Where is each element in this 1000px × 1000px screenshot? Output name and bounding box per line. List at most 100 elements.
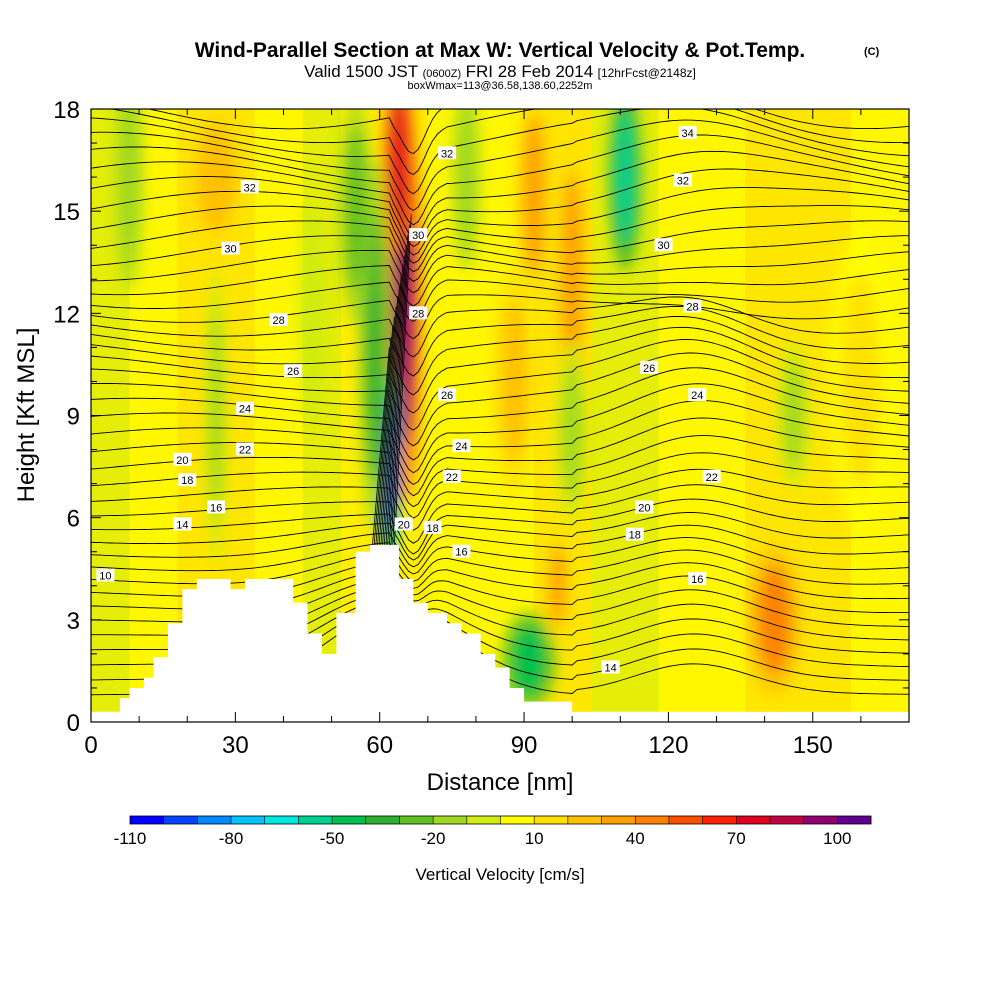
isentrope-line bbox=[91, 524, 909, 568]
isentrope-label-box bbox=[178, 473, 197, 487]
isentrope-line bbox=[382, 286, 400, 545]
isentrope-label: 10 bbox=[99, 571, 111, 583]
isentrope-label-box bbox=[96, 568, 115, 582]
y-axis-label: Height [Kft MSL] bbox=[13, 328, 40, 503]
isentrope-label: 22 bbox=[446, 472, 458, 484]
isentrope-line bbox=[372, 347, 390, 545]
colorbar-swatch bbox=[500, 816, 535, 824]
colorbar-swatch bbox=[534, 816, 569, 824]
isentrope-label: 20 bbox=[398, 519, 410, 531]
isentrope-line bbox=[91, 468, 909, 531]
velocity-cell-core bbox=[388, 109, 410, 229]
y-tick-label: 15 bbox=[53, 199, 80, 226]
isentrope-line bbox=[91, 134, 909, 226]
isentrope-label-box bbox=[409, 228, 428, 242]
colorbar-swatch bbox=[298, 816, 333, 824]
isentrope-line bbox=[383, 275, 402, 545]
isentrope-label: 24 bbox=[239, 404, 251, 416]
isentrope-line bbox=[108, 109, 909, 176]
isentrope-label: 14 bbox=[605, 663, 617, 675]
isentrope-labels: 10 14 16 18 20 22 24 26 28 30 32 32 30 28 26 24 22 20 18 16… bbox=[96, 125, 721, 675]
box-info: boxWmax=113@36.58,138.60,2252m bbox=[408, 80, 593, 92]
isentrope-label-box bbox=[442, 469, 461, 483]
x-tick-label: 120 bbox=[648, 732, 688, 759]
colorbar-label: Vertical Velocity [cm/s] bbox=[415, 865, 584, 884]
velocity-cell-core bbox=[457, 109, 475, 246]
isentrope-line bbox=[91, 205, 909, 264]
isentrope-label: 24 bbox=[455, 441, 467, 453]
isentrope-label-box bbox=[678, 125, 697, 139]
isentrope-label: 22 bbox=[706, 472, 718, 484]
isentrope-label: 18 bbox=[629, 530, 641, 542]
velocity-cell-core bbox=[500, 299, 528, 464]
isentrope-label: 22 bbox=[239, 445, 251, 457]
isentrope-label: 14 bbox=[176, 519, 188, 531]
isentrope-line bbox=[91, 326, 909, 414]
colorbar-tick-label: -80 bbox=[219, 829, 244, 848]
x-tick-label: 0 bbox=[84, 732, 97, 759]
isentrope-label: 34 bbox=[682, 128, 694, 140]
isentrope-label: 28 bbox=[412, 308, 424, 320]
isentrope-label: 28 bbox=[686, 302, 698, 314]
colorbar-tick-label: -50 bbox=[320, 829, 345, 848]
terrain bbox=[91, 544, 909, 722]
isentrope-label-box bbox=[640, 360, 659, 374]
isentrope-label: 24 bbox=[691, 390, 703, 402]
isentrope-label-box bbox=[394, 517, 413, 531]
isentrope-label-box bbox=[702, 469, 721, 483]
isentrope-label: 32 bbox=[244, 182, 256, 194]
isentrope-label-box bbox=[221, 241, 240, 255]
isentrope-line bbox=[390, 234, 409, 545]
isentrope-line bbox=[91, 119, 909, 212]
velocity-cell-core bbox=[121, 109, 138, 259]
x-tick-label: 60 bbox=[366, 732, 393, 759]
terrain-layer bbox=[91, 544, 909, 722]
isentrope-line bbox=[91, 484, 909, 544]
isentrope-label-box bbox=[452, 439, 471, 453]
y-tick-label: 12 bbox=[53, 301, 80, 328]
isentrope-label-box bbox=[269, 313, 288, 327]
isentrope-label: 20 bbox=[176, 455, 188, 467]
isentrope-label-box bbox=[673, 173, 692, 187]
colorbar-swatch bbox=[635, 816, 670, 824]
colorbar-swatch bbox=[601, 816, 636, 824]
isentrope-line bbox=[91, 498, 909, 555]
isentrope-label: 16 bbox=[210, 502, 222, 514]
isentrope-line bbox=[91, 296, 909, 358]
colorbar-swatch bbox=[365, 816, 400, 824]
y-tick-label: 3 bbox=[67, 608, 80, 635]
colorbar-tick-label: 100 bbox=[823, 829, 851, 848]
isentrope-line bbox=[91, 452, 909, 519]
colorbar-swatch bbox=[702, 816, 737, 824]
isentrope-line bbox=[377, 316, 395, 545]
isentrope-line bbox=[392, 224, 410, 545]
x-tick-label: 150 bbox=[793, 732, 833, 759]
isentrope-label: 18 bbox=[181, 475, 193, 487]
chart-subtitle: Valid 1500 JST (0600Z) FRI 28 Feb 2014 [… bbox=[304, 62, 696, 81]
isentrope-label-box bbox=[235, 442, 254, 456]
isentrope-line bbox=[91, 512, 909, 561]
colorbar-swatch bbox=[197, 816, 232, 824]
isentrope-label-box bbox=[688, 571, 707, 585]
isentrope-label-box bbox=[452, 544, 471, 558]
copyright-mark: (C) bbox=[864, 46, 880, 58]
isentrope-label: 20 bbox=[638, 502, 650, 514]
colorbar-tick-label: 70 bbox=[727, 829, 746, 848]
isentrope-line bbox=[388, 245, 407, 545]
colorbar-tick-label: 40 bbox=[626, 829, 645, 848]
isentrope-line bbox=[91, 315, 909, 396]
colorbar-swatch bbox=[264, 816, 299, 824]
isentrope-label-box bbox=[207, 500, 226, 514]
isentrope-label-box bbox=[683, 299, 702, 313]
isentrope-line bbox=[91, 265, 909, 307]
velocity-cell-core bbox=[364, 211, 385, 484]
isentrope-line bbox=[387, 255, 405, 545]
isentrope-line bbox=[91, 187, 909, 256]
isentrope-label: 28 bbox=[273, 315, 285, 327]
isentrope-label: 30 bbox=[657, 240, 669, 252]
isentrope-line bbox=[373, 337, 392, 545]
isentrope-label-box bbox=[438, 388, 457, 402]
y-tick-label: 18 bbox=[53, 97, 80, 124]
velocity-cell-core bbox=[615, 109, 636, 246]
